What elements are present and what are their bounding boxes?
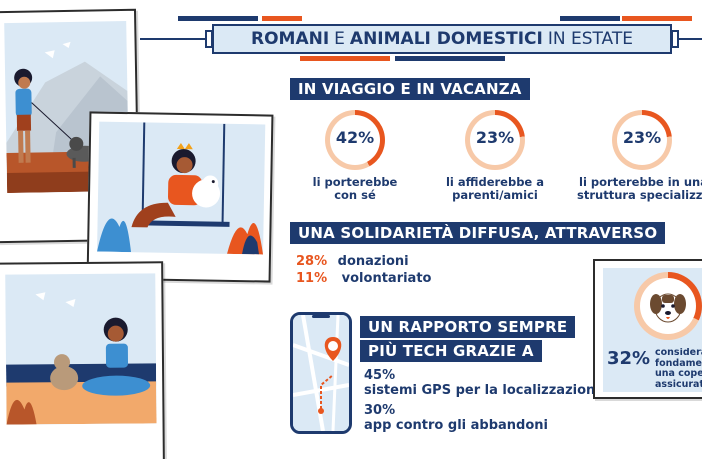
insurance-caption-line1: considera bbox=[655, 348, 702, 358]
header-stripe-top-orange bbox=[262, 16, 302, 21]
title-word-animali: ANIMALI DOMESTICI bbox=[349, 29, 543, 49]
header-stripe-bottom-navy bbox=[395, 56, 505, 61]
swing-illustration bbox=[97, 122, 264, 255]
travel-percent-1: 42% bbox=[335, 128, 375, 147]
travel-ring-1 bbox=[325, 110, 385, 170]
header-stripe-top-2 bbox=[560, 16, 620, 21]
insurance-caption-line3: una coper bbox=[655, 368, 702, 379]
solidarity-row-1: 28% donazioni bbox=[296, 254, 409, 270]
phone-speaker bbox=[312, 315, 330, 318]
travel-caption-1-line1: li porterebbe bbox=[312, 175, 398, 189]
solidarity-percent-1: 28% bbox=[296, 254, 328, 269]
travel-heading: IN VIAGGIO E IN VACANZA bbox=[290, 78, 530, 100]
travel-caption-2-line1: li affiderebbe a bbox=[445, 175, 544, 189]
photo-card-swing bbox=[86, 111, 274, 283]
travel-percent-3: 23% bbox=[622, 128, 662, 147]
header-line-left bbox=[140, 38, 212, 40]
header-stripe-bottom bbox=[300, 56, 390, 61]
tech-label-1: sistemi GPS per la localizzazione bbox=[364, 383, 605, 398]
travel-percent-2: 23% bbox=[475, 128, 515, 147]
yoga-illustration bbox=[6, 292, 157, 425]
travel-ring-1-inner bbox=[330, 115, 380, 165]
banner-pin-left bbox=[205, 30, 213, 48]
travel-ring-3-inner bbox=[617, 115, 667, 165]
travel-caption-1-line2: con sé bbox=[334, 188, 376, 202]
travel-ring-3 bbox=[612, 110, 672, 170]
banner-pin-right bbox=[671, 30, 679, 48]
title-word-e: E bbox=[334, 29, 345, 49]
solidarity-percent-2: 11% bbox=[296, 271, 328, 286]
dog-face-icon bbox=[650, 293, 686, 323]
travel-caption-2-line2: parenti/amici bbox=[452, 188, 538, 202]
insurance-caption-line4: assicurati bbox=[655, 378, 702, 390]
photo-yoga-image bbox=[5, 273, 157, 425]
photo-swing-image bbox=[97, 121, 266, 255]
title-word-estate: IN ESTATE bbox=[547, 29, 633, 49]
tech-percent-2: 30% bbox=[364, 403, 396, 418]
travel-caption-3-line1: li porterebbe in una bbox=[579, 176, 702, 189]
tech-label-2: app contro gli abbandoni bbox=[364, 418, 548, 433]
solidarity-heading: UNA SOLIDARIETÀ DIFFUSA, ATTRAVERSO bbox=[290, 222, 666, 244]
solidarity-label-2: volontariato bbox=[341, 271, 432, 286]
solidarity-label-1: donazioni bbox=[337, 254, 409, 269]
photo-card-yoga bbox=[0, 261, 165, 459]
travel-ring-2 bbox=[465, 110, 525, 170]
tech-heading-line2: PIÙ TECH GRAZIE A bbox=[360, 340, 542, 362]
insurance-caption-line2: fondamen bbox=[655, 357, 702, 369]
phone-illustration bbox=[290, 312, 352, 434]
travel-caption-3-line2: struttura specializzata bbox=[577, 189, 702, 202]
travel-ring-2-inner bbox=[470, 115, 520, 165]
map-icon bbox=[293, 315, 349, 431]
header-line-right bbox=[672, 38, 702, 40]
tech-percent-1: 45% bbox=[364, 368, 396, 383]
title-banner: ROMANI E ANIMALI DOMESTICI IN ESTATE bbox=[212, 24, 672, 54]
insurance-percent: 32% bbox=[607, 348, 651, 369]
solidarity-row-2: 11% volontariato bbox=[296, 271, 431, 287]
title-word-romani: ROMANI bbox=[250, 29, 330, 49]
header-stripe-top-2-orange bbox=[622, 16, 692, 21]
insurance-caption: considera fondamen una coper assicurati bbox=[655, 348, 702, 390]
header-stripe-top bbox=[178, 16, 258, 21]
tech-heading-line1: UN RAPPORTO SEMPRE bbox=[360, 316, 576, 338]
